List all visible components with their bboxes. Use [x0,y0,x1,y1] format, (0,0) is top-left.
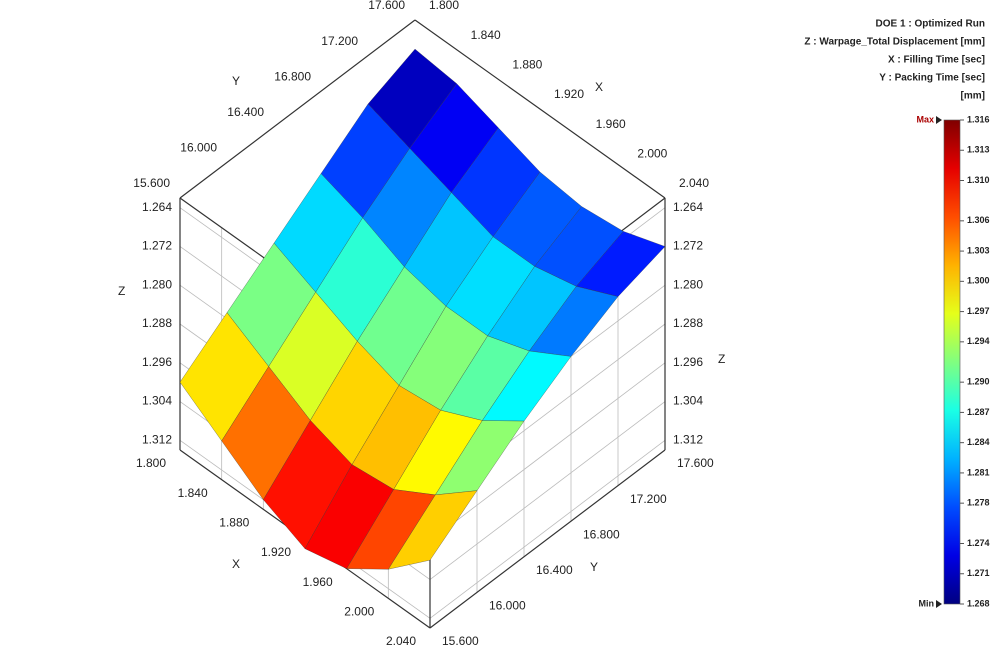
y-tick-label: 17.200 [321,34,358,48]
z-tick-label: 1.304 [142,394,172,408]
z-tick-label: 1.312 [142,432,172,446]
z-tick-label: 1.312 [673,432,703,446]
z-tick-label: 1.272 [142,239,172,253]
x-tick-label: 1.840 [178,486,208,500]
info-block: DOE 1 : Optimized Run Z : Warpage_Total D… [804,19,985,102]
colorbar-label: 1.268 [967,598,990,608]
grid-line [429,401,666,580]
box-edge [414,19,666,199]
x-tick-label: 2.000 [637,147,667,161]
max-marker: Max [916,114,934,124]
z-tick-label: 1.272 [673,239,703,253]
y-tick-label: 16.400 [536,563,573,577]
info-line: [mm] [961,91,985,102]
z-tick-label: 1.264 [142,200,172,214]
y-tick-label: 17.600 [368,0,405,12]
y-tick-label: 15.600 [133,176,170,190]
colorbar-label: 1.271 [967,568,990,578]
box-edge [179,19,416,199]
grid-line [429,439,666,619]
axis-label: Z [118,284,125,298]
y-tick-label: 16.000 [489,599,526,613]
x-tick-label: 1.800 [429,0,459,12]
x-tick-label: 1.960 [303,575,333,589]
colorbar-label: 1.303 [967,245,990,255]
z-tick-label: 1.296 [673,355,703,369]
y-tick-label: 15.600 [442,634,479,648]
y-tick-label: 16.800 [583,527,620,541]
x-tick-label: 1.880 [512,58,542,72]
colorbar-label: 1.294 [967,336,990,346]
surface-patch [387,490,478,570]
x-tick-label: 1.920 [554,87,584,101]
colorbar-label: 1.281 [967,467,990,477]
axis-label: Y [232,74,240,88]
colorbar-label: 1.306 [967,215,990,225]
x-tick-label: 1.800 [136,456,166,470]
z-tick-label: 1.296 [142,355,172,369]
x-tick-label: 1.880 [219,516,249,530]
box-edge [429,449,666,629]
x-tick-label: 1.840 [471,28,501,42]
x-tick-label: 2.040 [386,634,416,648]
z-tick-label: 1.280 [142,277,172,291]
y-tick-label: 16.400 [227,105,264,119]
colorbar-label: 1.300 [967,276,990,286]
axis-label: Y [590,560,598,574]
axis-label: X [595,80,603,94]
colorbar [943,119,961,605]
max-arrow [936,116,942,124]
axis-label: Z [718,352,725,366]
info-line: Y : Packing Time [sec] [879,73,985,84]
info-line: X : Filling Time [sec] [888,55,985,66]
z-tick-label: 1.264 [673,200,703,214]
z-tick-label: 1.288 [673,316,703,330]
colorbar-label: 1.278 [967,498,990,508]
colorbar-label: 1.313 [967,145,990,155]
grid-line [429,362,666,542]
z-tick-label: 1.280 [673,277,703,291]
z-tick-label: 1.288 [142,316,172,330]
colorbar-label: 1.297 [967,306,990,316]
axis-label: X [232,557,240,571]
x-tick-label: 1.920 [261,545,291,559]
colorbar-label: 1.284 [967,437,990,447]
colorbar-label: 1.310 [967,175,990,185]
info-line: DOE 1 : Optimized Run [876,19,985,30]
z-tick-label: 1.304 [673,394,703,408]
colorbar-label: 1.287 [967,407,990,417]
x-tick-label: 1.960 [596,117,626,131]
y-tick-label: 16.800 [274,69,311,83]
colorbar-label: 1.274 [967,538,990,548]
colorbar-label: 1.316 [967,114,990,124]
y-tick-label: 17.200 [630,492,667,506]
x-tick-label: 2.040 [679,176,709,190]
min-marker: Min [919,598,935,608]
colorbar-label: 1.290 [967,377,990,387]
y-tick-label: 17.600 [677,456,714,470]
min-arrow [936,600,942,608]
y-tick-label: 16.000 [180,141,217,155]
x-tick-label: 2.000 [344,605,374,619]
info-line: Z : Warpage_Total Displacement [mm] [804,37,985,48]
